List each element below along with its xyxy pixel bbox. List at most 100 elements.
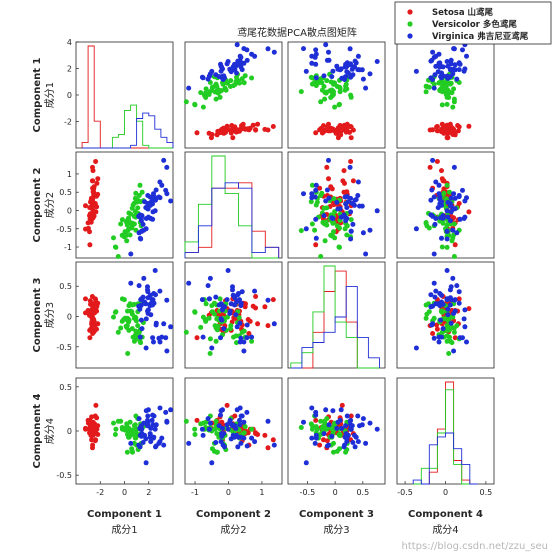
point-virginica [339, 425, 345, 431]
point-setosa [95, 176, 101, 182]
point-virginica [228, 301, 234, 307]
point-virginica [355, 413, 361, 419]
point-virginica [209, 345, 215, 351]
point-virginica [313, 216, 319, 222]
point-virginica [444, 59, 450, 64]
point-virginica [435, 69, 441, 75]
point-virginica [321, 431, 327, 437]
point-versicolor [203, 86, 209, 92]
point-virginica [430, 77, 436, 82]
point-virginica [363, 85, 369, 91]
panel-r1-c1: -2 0 2 4 [64, 38, 174, 149]
panel-r2-c2 [184, 151, 283, 259]
point-virginica [128, 280, 134, 286]
point-virginica [348, 195, 354, 201]
point-virginica [137, 334, 143, 340]
point-versicolor [324, 78, 330, 84]
point-virginica [437, 60, 443, 66]
point-virginica [225, 268, 231, 273]
point-setosa [87, 335, 93, 341]
point-setosa [317, 127, 323, 133]
point-versicolor [426, 309, 432, 315]
panel-frame [287, 261, 386, 369]
point-versicolor [309, 81, 315, 87]
point-setosa [89, 425, 95, 431]
histogram-virginica [290, 285, 380, 369]
legend-label-setosa: Setosa 山鸢尾 [432, 7, 494, 18]
point-virginica [349, 423, 355, 429]
point-virginica [367, 71, 373, 77]
point-setosa [339, 402, 345, 408]
point-setosa [89, 414, 95, 420]
point-versicolor [321, 205, 327, 211]
point-setosa [265, 445, 271, 451]
point-virginica [360, 230, 366, 236]
point-versicolor [135, 205, 141, 211]
point-versicolor [231, 334, 236, 340]
point-setosa [434, 159, 440, 164]
point-virginica [151, 291, 157, 296]
point-virginica [218, 408, 224, 414]
column-sublabel: 成分3 [323, 524, 349, 536]
point-setosa [348, 135, 354, 141]
point-setosa [245, 317, 251, 322]
point-versicolor [123, 232, 129, 238]
point-virginica [447, 295, 453, 301]
point-setosa [326, 176, 331, 182]
point-virginica [236, 60, 241, 66]
point-versicolor [111, 314, 116, 320]
point-versicolor [118, 418, 124, 424]
point-versicolor [451, 221, 457, 227]
point-setosa [194, 417, 200, 423]
point-virginica [141, 275, 147, 281]
point-virginica [148, 439, 154, 445]
point-versicolor [132, 333, 138, 339]
point-versicolor [228, 84, 233, 89]
point-setosa [449, 130, 455, 136]
point-versicolor [318, 76, 324, 82]
point-virginica [309, 405, 315, 411]
point-virginica [447, 287, 453, 293]
panel-grid: -2 0 2 4 -1 -0.5 0 0.5 1 -0.5 0 0.5 -0.5 0 0.5 -2 0 2 -1 0 1… [56, 38, 495, 497]
x-tick-label: 0 [122, 488, 127, 497]
point-setosa [456, 124, 462, 130]
point-setosa [466, 306, 472, 312]
point-virginica [236, 291, 241, 296]
point-virginica [431, 335, 437, 341]
x-tick-label: -0.5 [397, 488, 413, 497]
point-virginica [153, 187, 159, 193]
point-versicolor [112, 432, 118, 437]
panel-r2-c3 [287, 151, 386, 259]
point-virginica [152, 426, 158, 432]
point-virginica [241, 348, 247, 354]
point-virginica [138, 218, 144, 224]
point-virginica [323, 407, 329, 413]
point-virginica [249, 334, 255, 340]
point-versicolor [342, 87, 348, 93]
legend-label-versicolor: Versicolor 多色鸢尾 [432, 19, 517, 30]
point-versicolor [337, 101, 342, 107]
point-virginica [216, 302, 222, 308]
point-versicolor [439, 102, 445, 108]
point-virginica [145, 193, 151, 198]
point-versicolor [125, 431, 131, 437]
point-versicolor [198, 90, 204, 96]
point-virginica [323, 42, 329, 48]
point-versicolor [309, 426, 315, 432]
point-virginica [454, 283, 460, 289]
point-versicolor [119, 296, 125, 302]
point-versicolor [440, 88, 446, 94]
y-tick-label: 1 [67, 170, 72, 179]
point-virginica [218, 68, 224, 74]
point-setosa [253, 305, 259, 311]
point-virginica [348, 209, 354, 215]
point-setosa [93, 402, 99, 408]
point-virginica [140, 440, 146, 445]
point-virginica [437, 291, 443, 296]
point-virginica [374, 59, 380, 64]
point-setosa [333, 130, 339, 136]
point-virginica [220, 303, 226, 309]
point-virginica [323, 198, 329, 204]
point-versicolor [131, 338, 137, 344]
point-versicolor [431, 81, 437, 87]
